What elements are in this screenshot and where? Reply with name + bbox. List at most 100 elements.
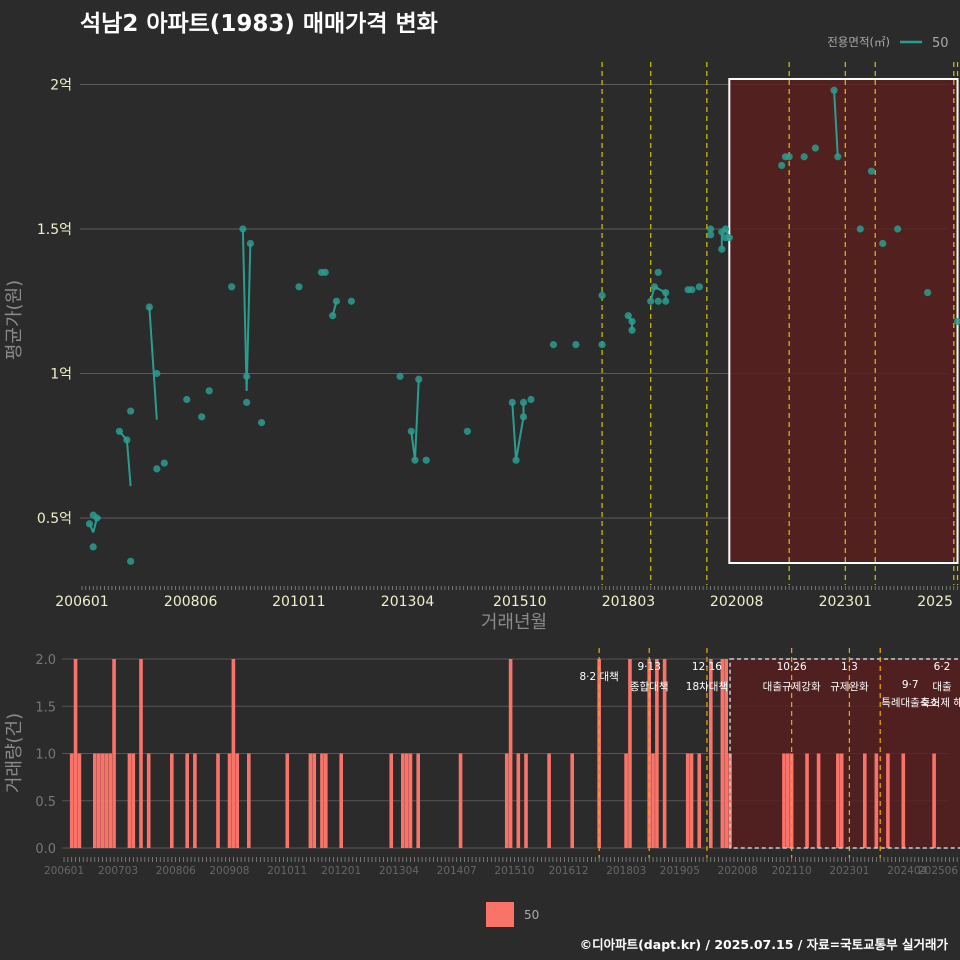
bottom-x-tick-label: 201407 <box>437 865 477 877</box>
volume-bar <box>231 659 236 848</box>
bottom-x-tick-label: 202506 <box>918 865 958 877</box>
top-x-tick-label: 201803 <box>602 594 655 610</box>
volume-bar <box>93 753 97 848</box>
volume-bar <box>170 753 174 848</box>
series-point <box>295 283 303 291</box>
volume-bar <box>108 753 112 848</box>
volume-bar <box>863 753 867 848</box>
series-point <box>718 245 726 253</box>
top-x-tick-label: 200806 <box>164 594 218 610</box>
policy-annotation: 종합대책 <box>630 681 669 693</box>
volume-bar <box>782 753 786 848</box>
top-x-tick-label: 201510 <box>493 594 546 610</box>
policy-annotation: 8·2 대책 <box>579 671 618 683</box>
bottom-x-tick-label: 200806 <box>156 865 196 877</box>
bottom-y-axis-title: 거래량(건) <box>4 713 25 793</box>
policy-annotation: 대출 <box>932 681 952 693</box>
series-point <box>527 395 535 404</box>
top-y-tick-label: 1.5억 <box>37 222 72 238</box>
volume-bar <box>389 753 394 848</box>
policy-annotation: 특례대출축소 <box>881 697 939 709</box>
bottom-y-tick-label: 0.0 <box>35 842 56 857</box>
volume-bar <box>227 753 232 848</box>
bottom-x-tick-label: 201201 <box>321 865 361 877</box>
volume-bar <box>504 753 509 848</box>
volume-bar <box>69 753 74 848</box>
series-point <box>396 372 404 380</box>
series-point <box>598 341 606 349</box>
series-point <box>160 459 168 467</box>
series-point <box>512 456 520 464</box>
series-point <box>243 372 251 380</box>
volume-bar <box>647 659 651 848</box>
series-point <box>145 303 153 311</box>
volume-bar <box>139 659 143 848</box>
series-line-segment <box>511 402 518 461</box>
series-point <box>662 297 670 305</box>
series-point <box>422 456 430 464</box>
series-point <box>246 239 254 248</box>
volume-bar <box>104 753 109 848</box>
volume-bar <box>836 753 840 848</box>
series-line-segment <box>245 243 252 391</box>
volume-bar <box>312 753 317 848</box>
volume-bar <box>127 753 132 848</box>
series-point <box>856 225 864 233</box>
series-point <box>332 297 341 305</box>
volume-bar <box>689 753 694 848</box>
volume-bar <box>624 753 628 848</box>
chart-title: 석남2 아파트(1983) 매매가격 변화 <box>80 11 438 37</box>
legend-title: 전용면적(㎡) <box>827 35 890 49</box>
volume-bar <box>570 753 574 848</box>
bottom-legend-label: 50 <box>524 908 539 922</box>
top-x-tick-label: 200601 <box>55 594 108 610</box>
policy-annotation: 대출규제강화 <box>763 681 821 693</box>
series-point <box>549 341 558 349</box>
series-point <box>953 317 960 326</box>
series-point <box>508 398 516 406</box>
series-point <box>93 514 101 522</box>
series-point <box>688 286 696 294</box>
volume-bar <box>408 753 413 848</box>
policy-annotation: 토허제 해 <box>921 696 960 709</box>
bottom-y-tick-label: 2.0 <box>35 653 56 668</box>
top-y-tick-label: 1억 <box>50 367 72 383</box>
series-point <box>519 398 528 406</box>
volume-bar <box>685 753 690 848</box>
series-point <box>183 395 191 404</box>
series-point <box>867 167 876 175</box>
volume-bar <box>651 753 655 848</box>
series-point <box>127 407 135 415</box>
series-point <box>624 312 632 320</box>
series-point <box>258 419 266 427</box>
volume-bar <box>77 753 82 848</box>
bottom-highlight-region <box>730 659 960 848</box>
policy-annotation: 1·3 <box>841 661 858 673</box>
policy-annotation: 9·13 <box>638 661 661 673</box>
volume-bar <box>901 753 906 848</box>
volume-bar <box>932 753 936 848</box>
volume-bar <box>324 753 328 848</box>
series-point <box>519 413 528 421</box>
volume-bar <box>720 659 725 848</box>
series-point <box>800 153 808 161</box>
volume-bar <box>789 753 794 848</box>
volume-bar <box>524 753 528 848</box>
volume-bar <box>96 753 101 848</box>
series-line-segment <box>241 228 248 391</box>
volume-bar <box>786 753 790 848</box>
legend-series-label: 50 <box>932 36 949 51</box>
volume-bar <box>285 753 290 848</box>
series-line-segment <box>833 90 839 157</box>
series-point <box>115 427 124 435</box>
series-point <box>662 288 670 297</box>
series-point <box>329 312 337 320</box>
series-point <box>411 456 419 464</box>
bottom-x-tick-label: 200601 <box>44 865 84 877</box>
volume-bar <box>416 753 420 848</box>
bottom-x-tick-label: 202110 <box>772 865 812 877</box>
series-point <box>127 557 135 565</box>
volume-bar <box>216 753 220 848</box>
series-point <box>924 288 932 297</box>
series-line-segment <box>125 439 132 487</box>
